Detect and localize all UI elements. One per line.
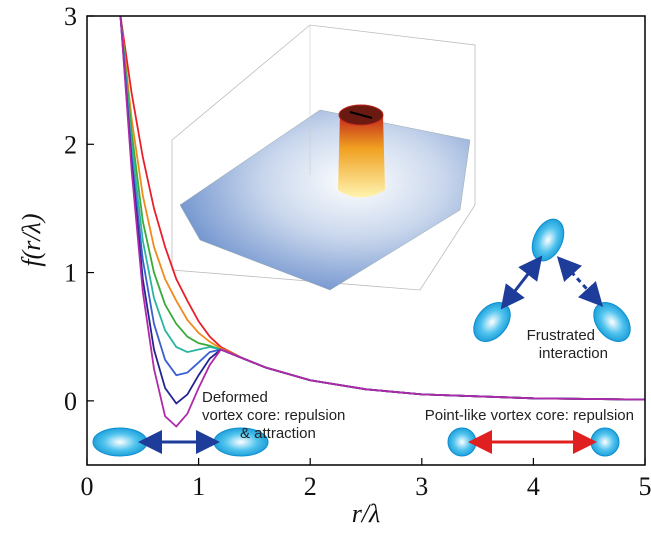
annotation: interaction [539,345,608,362]
vortex-icons [92,218,631,457]
data-line [119,15,646,428]
x-axis-label: r/λ [352,499,381,528]
y-tick-label: 1 [64,259,77,288]
plot-frame [86,15,646,466]
y-axis-label: f(r/λ) [17,213,46,266]
x-tick-label: 5 [639,472,651,501]
annotation: vortex core: repulsion [202,407,345,424]
y-tick-label: 2 [64,130,77,159]
annotation: Deformed [202,389,268,406]
annotation: Frustrated [527,327,595,344]
x-tick-label: 1 [192,472,205,501]
inset-surface [171,24,476,291]
x-tick-label: 2 [304,472,317,501]
annotation: & attraction [240,425,316,442]
x-tick-label: 4 [527,472,540,501]
annotation: Point-like vortex core: repulsion [425,407,634,424]
x-tick-label: 3 [415,472,428,501]
y-tick-label: 0 [64,387,77,416]
y-tick-label: 3 [64,2,77,31]
x-tick-label: 0 [81,472,94,501]
